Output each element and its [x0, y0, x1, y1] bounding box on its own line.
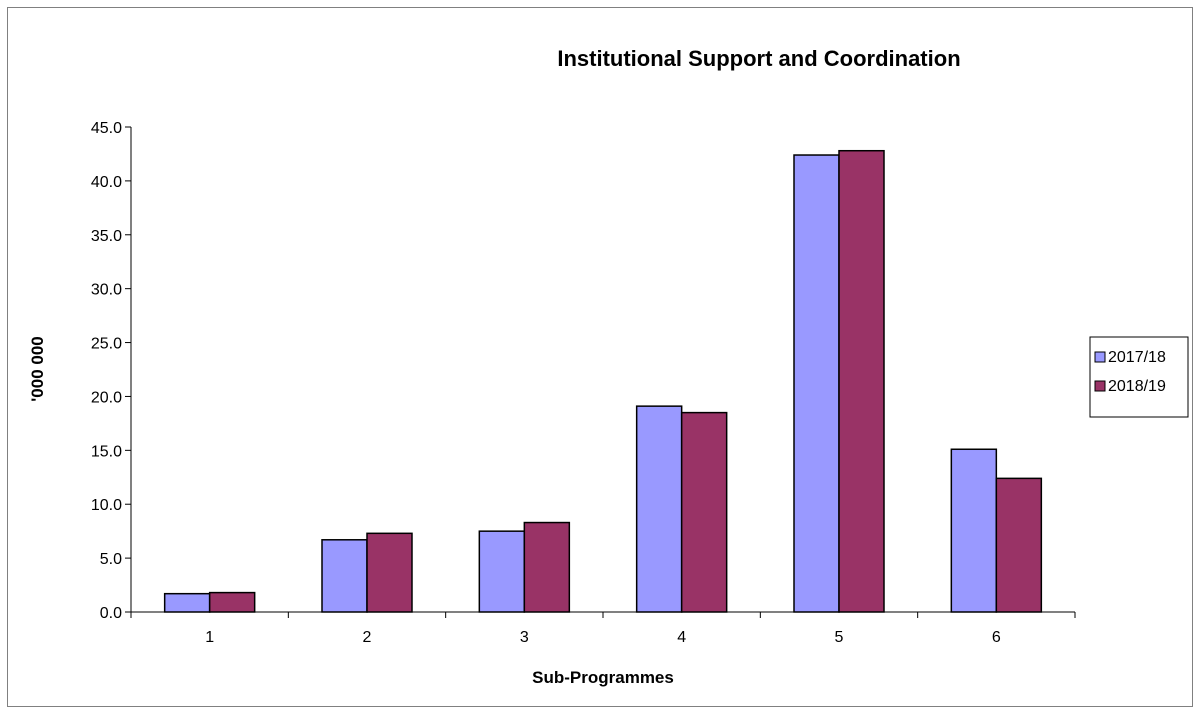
- x-tick-label: 6: [992, 629, 1001, 646]
- bar-2017-18-4: [635, 405, 683, 613]
- bar-2018-19-2: [366, 532, 413, 613]
- x-tick-label: 2: [363, 629, 372, 646]
- legend-swatch-2017-18: [1094, 351, 1106, 363]
- y-tick-label: 30.0: [91, 282, 122, 299]
- y-tick-label: 0.0: [100, 605, 122, 622]
- x-tick-label: 1: [205, 629, 214, 646]
- y-axis-label: '000 000: [28, 336, 47, 402]
- bar-2018-19-5: [838, 149, 885, 613]
- legend-label-2018-19: 2018/19: [1108, 378, 1166, 395]
- bar-2017-18-2: [321, 539, 368, 613]
- x-tick-label: 4: [677, 629, 686, 646]
- chart-title: Institutional Support and Coordination: [557, 46, 960, 71]
- legend-box: [1089, 336, 1189, 418]
- bar-2018-19-4: [680, 411, 728, 613]
- x-tick-label: 5: [835, 629, 844, 646]
- x-axis-label: Sub-Programmes: [532, 668, 674, 687]
- y-tick-label: 40.0: [91, 174, 122, 191]
- y-tick-label: 10.0: [91, 497, 122, 514]
- bar-2018-19-1: [208, 591, 256, 613]
- x-tick-label: 3: [520, 629, 529, 646]
- legend-label-2017-18: 2017/18: [1108, 349, 1166, 366]
- bar-2017-18-3: [478, 530, 526, 613]
- bar-2017-18-1: [163, 592, 211, 613]
- bar-2018-19-6: [995, 477, 1043, 613]
- bar-2017-18-5: [793, 154, 840, 613]
- y-tick-label: 20.0: [91, 389, 122, 406]
- y-tick-label: 15.0: [91, 443, 122, 460]
- y-tick-label: 5.0: [100, 551, 122, 568]
- y-tick-label: 45.0: [91, 120, 122, 137]
- legend-swatch-2018-19: [1094, 380, 1106, 392]
- y-tick-label: 25.0: [91, 336, 122, 353]
- bar-2017-18-6: [950, 448, 998, 613]
- plot-area: 0.0 5.0 10.0 15.0 20.0 25.0 30.0 35.0 40.0 45.0 1 2…: [91, 120, 1076, 646]
- bar-2018-19-3: [523, 521, 571, 613]
- y-tick-label: 35.0: [91, 228, 122, 245]
- legend: 2017/18 2018/19: [1089, 336, 1189, 418]
